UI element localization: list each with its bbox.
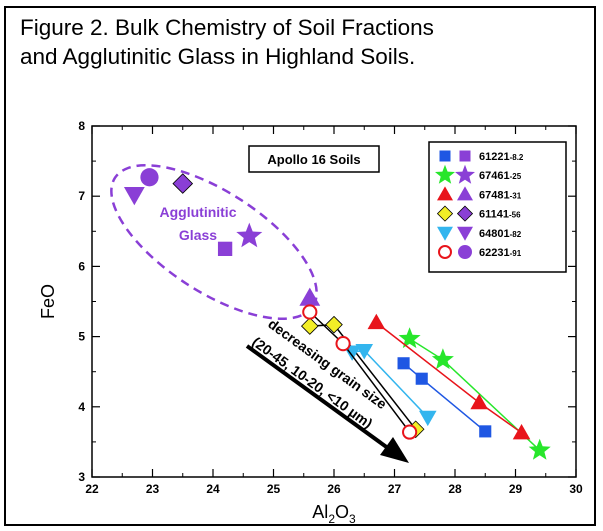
- chart-title-box: [248, 145, 380, 173]
- x-tick-label: 22: [85, 482, 99, 496]
- data-point: [302, 304, 318, 320]
- legend-label: 61221-8.2: [479, 151, 524, 163]
- y-tick-label: 3: [78, 470, 85, 484]
- series-61221: [217, 241, 492, 438]
- y-tick-label: 4: [78, 400, 85, 414]
- data-point: [470, 393, 488, 410]
- data-point: [479, 425, 492, 438]
- arrow-head: [380, 437, 409, 463]
- legend-soil-marker: [437, 186, 453, 201]
- legend-label: 67461-25: [479, 170, 522, 182]
- x-tick-label: 30: [569, 482, 583, 496]
- data-point: [418, 410, 437, 427]
- legend-item: 62231-91: [438, 245, 522, 259]
- legend-label: 62231-91: [479, 247, 522, 259]
- data-point: [402, 424, 418, 440]
- data-point: [367, 313, 386, 330]
- data-point: [512, 423, 531, 440]
- series-67461: [236, 222, 551, 460]
- figure-title-line-2: and Agglutinitic Glass in Highland Soils…: [20, 44, 416, 69]
- x-axis-label: Al2O3: [312, 502, 356, 526]
- data-point: [335, 336, 351, 352]
- legend-box: [428, 141, 567, 273]
- chart-title: Apollo 16 Soils: [267, 152, 360, 167]
- legend-soil-marker: [439, 150, 451, 162]
- data-point: [397, 357, 410, 370]
- arrow-shaft: [245, 344, 394, 453]
- legend: 61221-8.2 67461-25 67481-31 61141-56 64801-8…: [428, 141, 567, 273]
- legend-item: 61221-8.2: [439, 150, 524, 163]
- x-tick-label: 26: [327, 482, 341, 496]
- legend-soil-marker: [437, 226, 453, 241]
- glass-data-point: [299, 287, 321, 306]
- series-64801: [123, 186, 437, 427]
- legend-item: 64801-82: [437, 226, 522, 241]
- legend-glass-marker: [457, 226, 473, 241]
- y-axis: 3 4 5 6 7 8: [78, 119, 576, 484]
- x-tick-label: 29: [509, 482, 523, 496]
- legend-soil-marker: [438, 245, 452, 259]
- legend-glass-marker: [458, 245, 472, 259]
- x-axis: 22 23 24 25 26 27 28 29 30: [85, 126, 583, 496]
- legend-item: 61141-56: [436, 205, 521, 222]
- x-tick-label: 24: [206, 482, 220, 496]
- series-62231: [140, 168, 418, 440]
- y-tick-label: 7: [78, 189, 85, 203]
- data-point: [300, 317, 319, 335]
- legend-glass-marker: [455, 164, 475, 184]
- glass-data-point: [140, 168, 159, 187]
- glass-data-point: [236, 222, 263, 248]
- x-tick-label: 28: [448, 482, 462, 496]
- legend-label: 67481-31: [479, 189, 522, 201]
- data-point: [415, 372, 428, 385]
- y-tick-label: 5: [78, 330, 85, 344]
- y-tick-label: 6: [78, 259, 85, 273]
- legend-glass-marker: [456, 205, 474, 222]
- legend-label: 61141-56: [479, 209, 521, 221]
- data-point: [398, 327, 421, 349]
- glass-label-line-1: Agglutinitic: [160, 204, 237, 220]
- legend-glass-marker: [457, 186, 473, 201]
- data-point: [325, 315, 343, 334]
- figure-title-line-1: Figure 2. Bulk Chemistry of Soil Fractio…: [20, 15, 434, 40]
- y-axis-label: FeO: [38, 284, 58, 319]
- y-tick-label: 8: [78, 119, 85, 133]
- glass-label-line-2: Glass: [179, 227, 217, 243]
- x-tick-label: 25: [267, 482, 281, 496]
- legend-item: 67461-25: [435, 164, 522, 184]
- glass-data-point: [217, 241, 233, 256]
- glass-data-point: [172, 173, 194, 194]
- series-67481: [299, 287, 531, 440]
- data-point: [431, 348, 454, 370]
- x-tick-label: 27: [388, 482, 402, 496]
- legend-label: 64801-82: [479, 228, 522, 240]
- x-tick-label: 23: [146, 482, 160, 496]
- data-point: [355, 344, 374, 360]
- legend-item: 67481-31: [437, 186, 522, 201]
- glass-data-point: [123, 186, 145, 206]
- legend-soil-marker: [435, 164, 455, 184]
- data-point: [528, 438, 551, 460]
- legend-soil-marker: [436, 205, 454, 222]
- legend-glass-marker: [459, 150, 471, 162]
